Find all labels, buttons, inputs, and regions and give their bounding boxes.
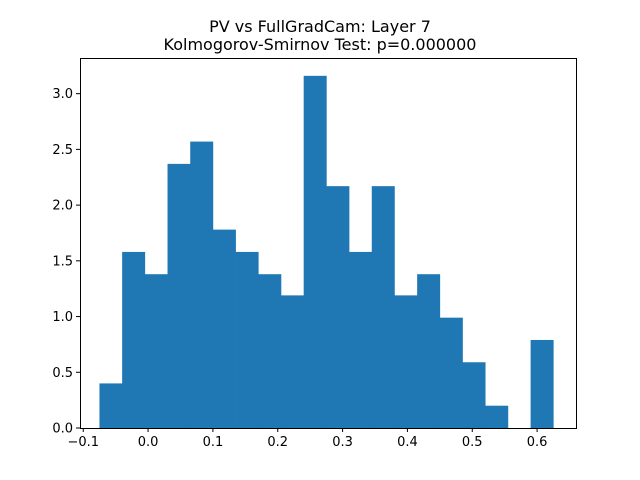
histogram-bar <box>212 229 236 428</box>
x-tick-label: −0.1 <box>67 435 99 450</box>
histogram-bar <box>190 141 214 428</box>
histogram-bar <box>167 163 191 429</box>
y-tick-label: 1.0 <box>52 310 73 325</box>
histogram-bar <box>122 251 146 428</box>
histogram-bar <box>394 295 418 428</box>
x-tick-label: 0.5 <box>462 435 483 450</box>
histogram-bar <box>439 317 463 428</box>
histogram-bar <box>303 75 327 428</box>
y-axis: 0.0 0.5 1.0 1.5 2.0 2.5 3.0 <box>52 87 80 437</box>
y-tick-label: 2.0 <box>52 199 73 214</box>
x-axis: −0.1 0.0 0.1 0.2 0.3 0.4 0.5 0.6 <box>67 428 547 450</box>
bars-group <box>99 75 554 429</box>
chart-title-line-1: PV vs FullGradCam: Layer 7 <box>209 17 431 36</box>
histogram-bar <box>99 383 123 428</box>
x-tick-label: 0.1 <box>203 435 224 450</box>
x-tick-label: 0.4 <box>397 435 418 450</box>
y-tick-label: 1.5 <box>52 254 73 269</box>
y-tick-label: 2.5 <box>52 143 73 158</box>
histogram-bar <box>371 186 395 428</box>
y-tick-label: 3.0 <box>52 87 73 102</box>
chart-title-line-2: Kolmogorov-Smirnov Test: p=0.000000 <box>163 35 477 54</box>
histogram-bar <box>462 362 486 428</box>
histogram-bar <box>349 251 373 428</box>
histogram-bar <box>530 339 554 428</box>
x-tick-label: 0.3 <box>332 435 353 450</box>
y-tick-label: 0.5 <box>52 366 73 381</box>
histogram-bar <box>326 186 350 428</box>
x-tick-label: 0.2 <box>267 435 288 450</box>
x-tick-label: 0.0 <box>138 435 159 450</box>
histogram-bar <box>144 274 168 428</box>
x-tick-label: 0.6 <box>527 435 548 450</box>
histogram-bar <box>280 295 304 428</box>
histogram-bar <box>258 274 282 428</box>
y-tick-label: 0.0 <box>52 422 73 437</box>
histogram-bar <box>485 405 509 428</box>
plot-frame <box>80 58 577 429</box>
histogram-bar <box>235 251 259 428</box>
histogram-bar <box>417 274 441 428</box>
